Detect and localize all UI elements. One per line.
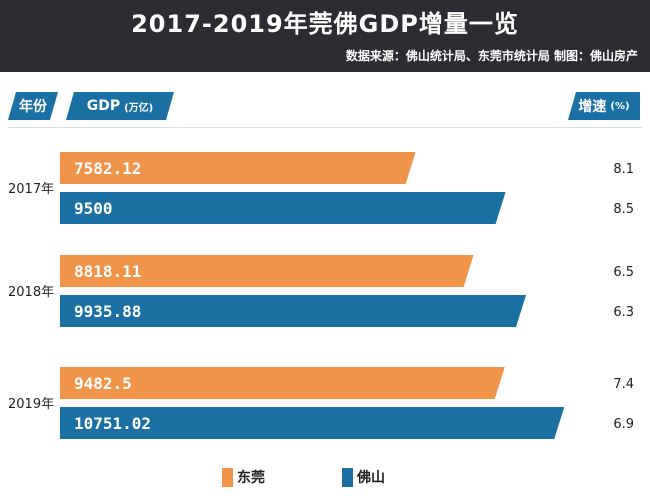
bar-value-label: 8818.11	[74, 262, 141, 281]
bar-foshan-2	[60, 407, 565, 439]
gdp-column-header: GDP (万亿)	[66, 92, 174, 120]
bar-value-label: 9935.88	[74, 302, 141, 321]
growth-value-label: 6.5	[613, 265, 634, 280]
legend-item-dongguan: 东莞	[222, 467, 265, 487]
bar-foshan-1	[60, 295, 527, 327]
bar-value-label: 10751.02	[74, 414, 151, 433]
growth-value-label: 8.1	[613, 162, 634, 177]
year-label: 2019年	[8, 397, 54, 412]
growth-header-label: 增速	[578, 99, 607, 115]
data-source-note: 数据来源：佛山统计局、东莞市统计局 制图：佛山房产	[345, 49, 638, 63]
legend-item-foshan: 佛山	[342, 467, 385, 487]
chart-title: 2017-2019年莞佛GDP增量一览	[131, 10, 519, 38]
bar-value-label: 9500	[74, 199, 113, 218]
growth-value-label: 8.5	[613, 202, 634, 217]
growth-value-label: 7.4	[613, 377, 634, 392]
growth-value-label: 6.3	[613, 305, 634, 320]
gdp-header-label: GDP	[86, 98, 121, 114]
year-label: 2017年	[8, 182, 54, 197]
header-divider	[8, 127, 642, 128]
chart-header: 2017-2019年莞佛GDP增量一览 数据来源：佛山统计局、东莞市统计局 制图…	[0, 0, 650, 72]
legend-label-dongguan: 东莞	[237, 470, 265, 486]
growth-column-header: 增速 (%)	[568, 92, 640, 120]
year-label: 2018年	[8, 285, 54, 300]
growth-value-label: 6.9	[613, 417, 634, 432]
bar-foshan-0	[60, 192, 506, 224]
bar-value-label: 9482.5	[74, 374, 132, 393]
bar-dongguan-2	[60, 367, 505, 399]
growth-header-unit: (%)	[610, 100, 630, 112]
bar-dongguan-1	[60, 255, 474, 287]
legend-label-foshan: 佛山	[357, 470, 385, 486]
gdp-header-unit: (万亿)	[124, 102, 154, 114]
bar-dongguan-0	[60, 152, 416, 184]
year-column-header: 年份	[8, 92, 58, 120]
legend-swatch-foshan	[342, 467, 353, 487]
bar-value-label: 7582.12	[74, 159, 141, 178]
year-header-label: 年份	[19, 99, 47, 115]
legend-swatch-dongguan	[222, 467, 233, 487]
